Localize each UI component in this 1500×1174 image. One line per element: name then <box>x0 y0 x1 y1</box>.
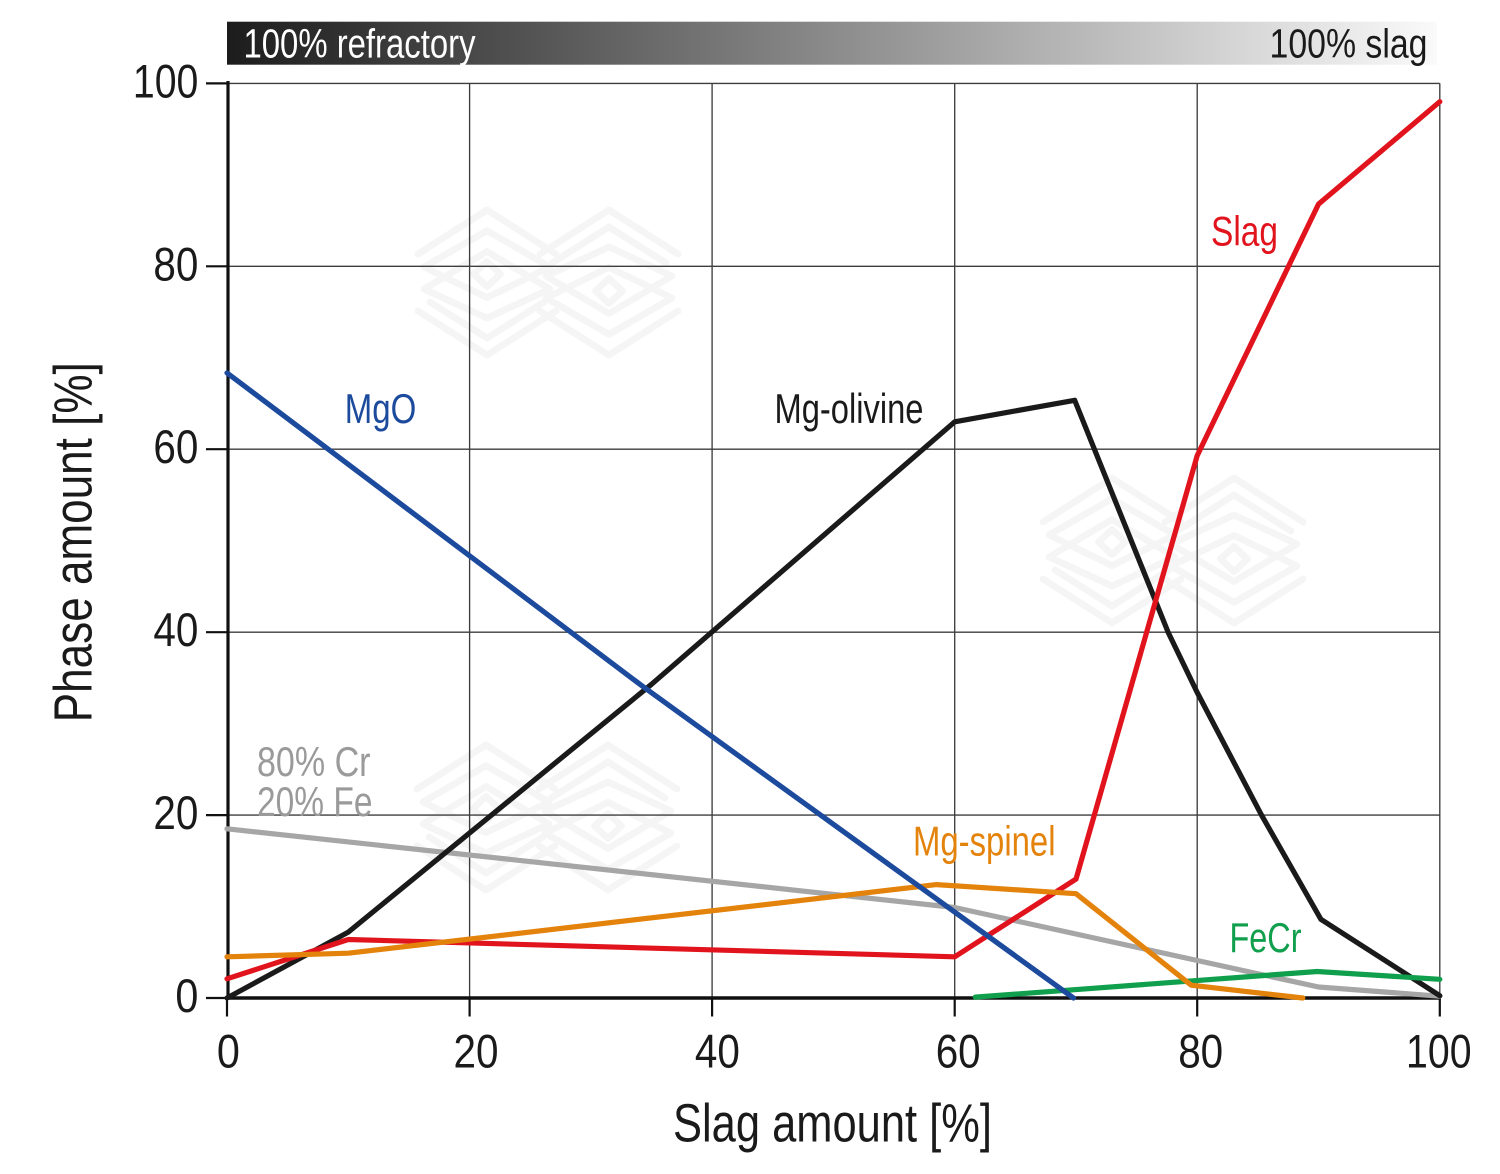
svg-text:60: 60 <box>153 421 198 474</box>
svg-text:20: 20 <box>153 787 198 840</box>
svg-text:0: 0 <box>217 1026 240 1079</box>
svg-text:40: 40 <box>153 604 198 657</box>
svg-text:FeCr: FeCr <box>1230 914 1302 961</box>
svg-text:Mg-olivine: Mg-olivine <box>775 385 924 432</box>
svg-text:80: 80 <box>1178 1026 1223 1079</box>
svg-text:100: 100 <box>1406 1026 1472 1079</box>
svg-text:Slag amount [%]: Slag amount [%] <box>673 1094 992 1153</box>
svg-text:Slag: Slag <box>1211 208 1278 255</box>
svg-text:100: 100 <box>133 55 199 108</box>
svg-text:Phase amount [%]: Phase amount [%] <box>45 362 104 722</box>
svg-text:0: 0 <box>175 970 198 1023</box>
svg-text:60: 60 <box>936 1026 981 1079</box>
svg-text:100% slag: 100% slag <box>1270 20 1428 66</box>
svg-text:40: 40 <box>695 1026 740 1079</box>
svg-text:20% Fe: 20% Fe <box>257 778 373 825</box>
svg-text:Mg-spinel: Mg-spinel <box>913 817 1056 864</box>
svg-text:100% refractory: 100% refractory <box>244 21 476 67</box>
svg-text:20: 20 <box>454 1026 499 1079</box>
svg-text:MgO: MgO <box>345 385 417 432</box>
svg-text:80: 80 <box>153 238 198 291</box>
svg-text:80% Cr: 80% Cr <box>257 738 371 785</box>
